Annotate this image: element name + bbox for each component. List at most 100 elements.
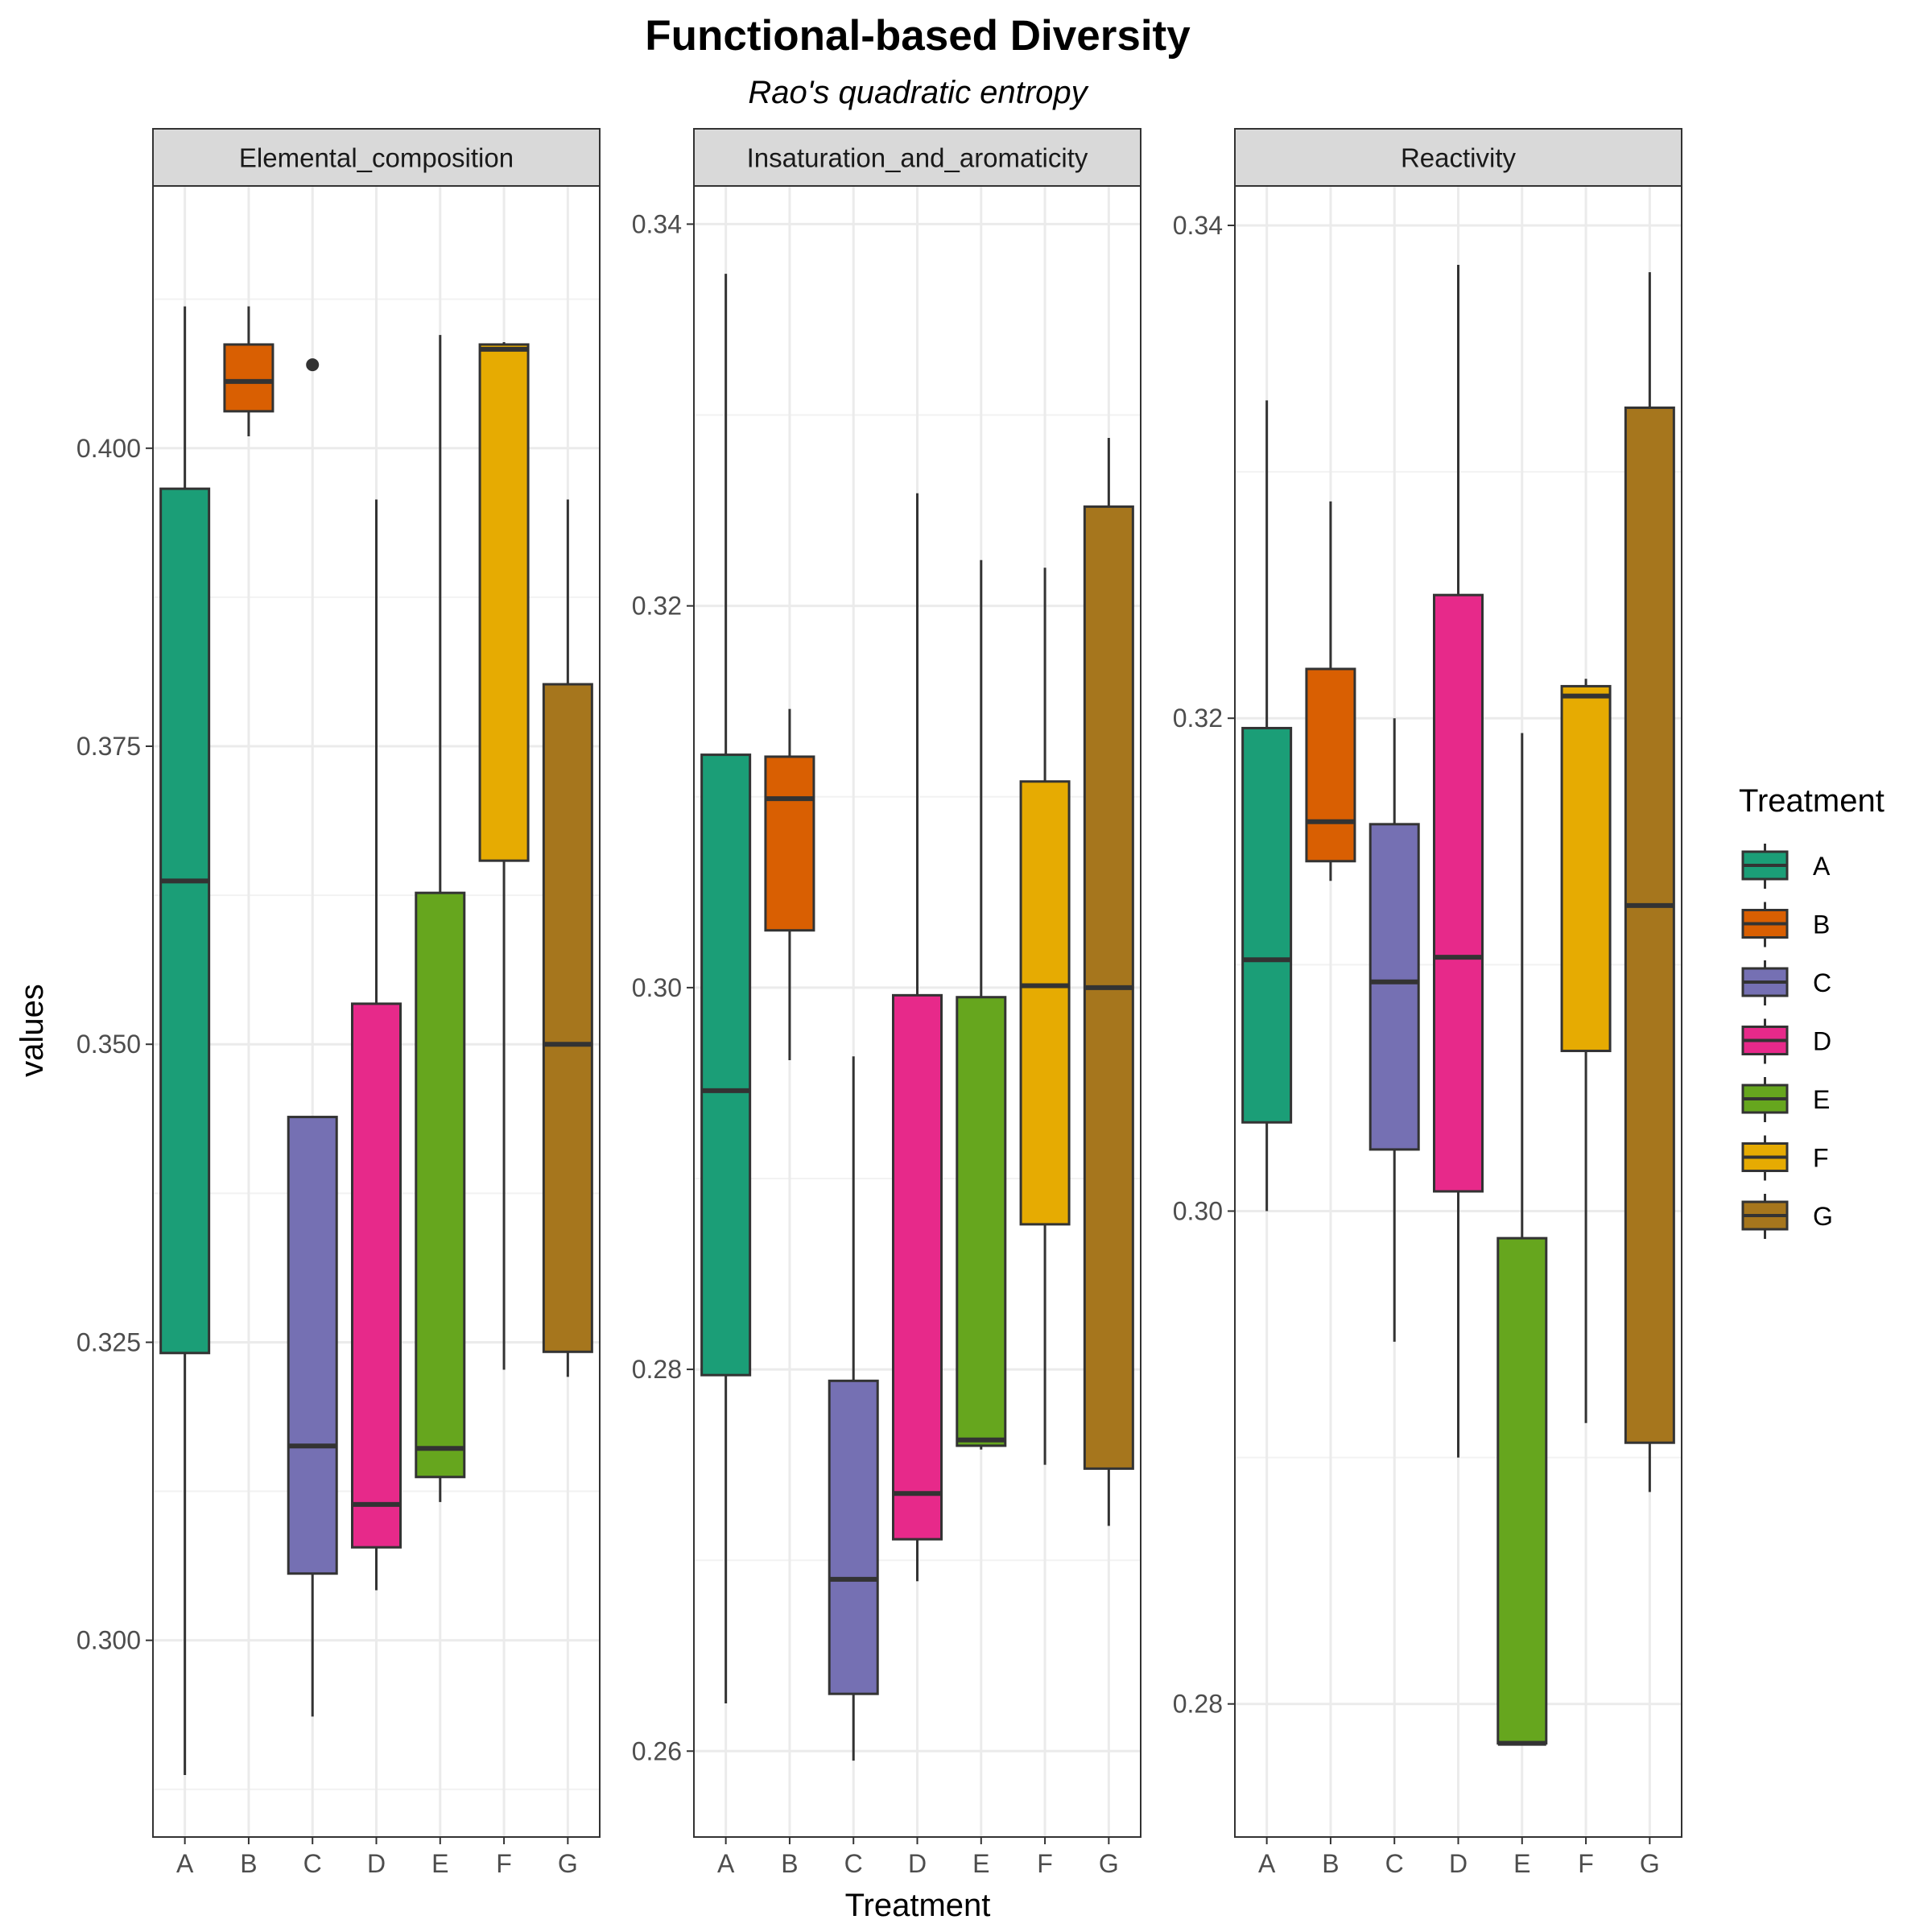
box-F [478, 341, 530, 1370]
box-D [351, 499, 402, 1591]
facet-strip-label: Reactivity [1401, 143, 1517, 173]
box-iqr [764, 755, 815, 932]
y-tick-label: 0.32 [632, 592, 682, 621]
legend-item-F: F [1741, 1135, 1829, 1181]
x-tick-label: A [1258, 1849, 1276, 1878]
box-E [415, 335, 466, 1502]
box-iqr [700, 753, 752, 1377]
box-D [892, 493, 943, 1582]
box-G [1624, 272, 1675, 1492]
x-tick-label: C [844, 1849, 863, 1878]
box-iqr [287, 1116, 338, 1575]
x-tick-label: D [1449, 1849, 1468, 1878]
y-tick-label: 0.30 [1173, 1196, 1223, 1225]
facet-panel: Insaturation_and_aromaticity 0.26 0.28 0.30… [632, 128, 1141, 1878]
box-A [1241, 400, 1293, 1212]
x-tick-label: C [1385, 1849, 1404, 1878]
legend: Treatment ABC DE FG [1739, 783, 1885, 1239]
x-tick-label: D [908, 1849, 927, 1878]
x-tick-label: B [240, 1849, 257, 1878]
x-tick-label: F [1037, 1849, 1053, 1878]
y-tick-label: 0.28 [1173, 1690, 1223, 1719]
box-F [1560, 679, 1612, 1423]
x-tick-label: E [431, 1849, 448, 1878]
box-E [1496, 733, 1548, 1746]
x-axis-title: Treatment [845, 1888, 991, 1923]
legend-label: A [1813, 852, 1831, 881]
box-B [1305, 501, 1356, 881]
box-A [700, 274, 752, 1704]
x-tick-label: G [1099, 1849, 1119, 1878]
legend-item-C: C [1741, 960, 1831, 1005]
y-tick-label: 0.34 [1173, 211, 1223, 240]
y-tick-label: 0.400 [76, 434, 141, 463]
box-iqr [478, 343, 530, 862]
box-E [956, 559, 1007, 1450]
box-iqr [1624, 407, 1675, 1444]
facet-strip [693, 128, 1141, 187]
legend-item-G: G [1741, 1194, 1833, 1239]
legend-label: G [1813, 1202, 1833, 1231]
legend-label: F [1813, 1144, 1829, 1173]
box-iqr [542, 683, 593, 1353]
box-iqr [1368, 823, 1420, 1151]
facet-strip [152, 128, 601, 187]
box-C [287, 358, 338, 1717]
legend-item-D: D [1741, 1018, 1831, 1064]
box-iqr [223, 343, 275, 413]
facet-strip-label: Insaturation_and_aromaticity [747, 143, 1088, 173]
box-B [764, 708, 815, 1060]
chart-title: Functional-based Diversity [645, 12, 1191, 60]
x-tick-label: G [558, 1849, 578, 1878]
box-iqr [1305, 667, 1356, 863]
y-tick-label: 0.375 [76, 732, 141, 761]
box-iqr [956, 996, 1007, 1447]
box-iqr [1019, 780, 1071, 1226]
y-tick-label: 0.26 [632, 1736, 682, 1765]
x-tick-label: C [303, 1849, 322, 1878]
chart-subtitle: Rao's quadratic entropy [748, 75, 1089, 110]
x-tick-label: A [176, 1849, 194, 1878]
legend-label: C [1813, 968, 1831, 997]
y-tick-label: 0.34 [632, 209, 682, 238]
x-tick-label: A [717, 1849, 735, 1878]
box-G [1083, 437, 1134, 1526]
x-tick-label: E [972, 1849, 989, 1878]
y-tick-label: 0.350 [76, 1030, 141, 1059]
box-iqr [828, 1379, 879, 1695]
legend-item-E: E [1741, 1077, 1830, 1122]
legend-label: E [1813, 1085, 1830, 1114]
legend-label: B [1813, 910, 1830, 939]
x-tick-label: D [367, 1849, 386, 1878]
box-iqr [1433, 593, 1484, 1193]
facet-panel: Elemental_composition 0.300 0.325 0.350 0.37… [76, 128, 601, 1878]
box-C [828, 1056, 879, 1761]
facet-strip [1234, 128, 1682, 187]
legend-item-B: B [1741, 902, 1830, 947]
y-tick-label: 0.30 [632, 973, 682, 1002]
box-F [1019, 568, 1071, 1465]
x-tick-label: F [496, 1849, 512, 1878]
box-A [159, 306, 211, 1775]
legend-label: D [1813, 1027, 1831, 1056]
facet-strip-label: Elemental_composition [239, 143, 514, 173]
y-axis-title: values [14, 984, 50, 1077]
box-iqr [415, 891, 466, 1479]
box-B [223, 306, 275, 436]
outlier-point [306, 358, 320, 372]
box-iqr [159, 487, 211, 1355]
box-iqr [1241, 726, 1293, 1124]
x-tick-label: F [1578, 1849, 1594, 1878]
box-iqr [1496, 1236, 1548, 1745]
y-tick-label: 0.300 [76, 1626, 141, 1655]
box-C [1368, 718, 1420, 1342]
x-tick-label: E [1513, 1849, 1530, 1878]
facet-panel: Reactivity 0.28 0.30 0.32 0.34 A B C D E F G [1173, 128, 1682, 1878]
box-iqr [351, 1002, 402, 1549]
x-tick-label: G [1640, 1849, 1660, 1878]
facets: Elemental_composition 0.300 0.325 0.350 0.37… [76, 128, 1682, 1878]
box-G [542, 499, 593, 1377]
box-D [1433, 264, 1484, 1458]
legend-item-A: A [1741, 844, 1831, 889]
